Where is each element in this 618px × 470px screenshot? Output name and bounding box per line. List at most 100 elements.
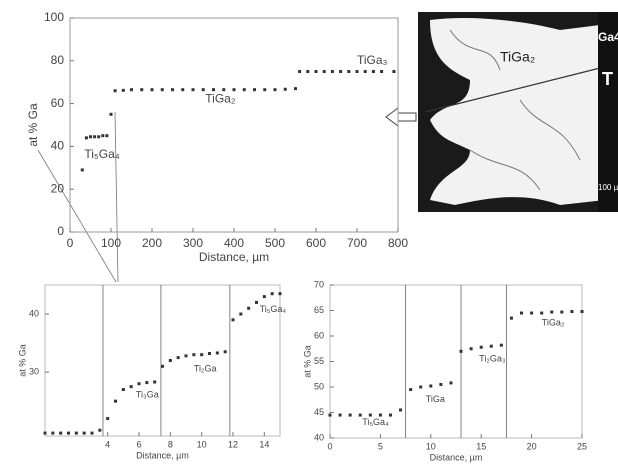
- data-point: [530, 311, 534, 315]
- y-tick-label: 80: [51, 53, 65, 67]
- phase-label: Ti₂Ga₃: [479, 353, 506, 363]
- data-point: [137, 382, 141, 386]
- data-point: [469, 347, 473, 351]
- data-point: [239, 312, 243, 316]
- data-point: [253, 88, 256, 92]
- data-point: [355, 70, 359, 73]
- zoom-line: [37, 149, 117, 283]
- data-point: [82, 431, 86, 435]
- data-point: [59, 431, 63, 435]
- y-tick-label: 65: [314, 305, 324, 315]
- data-point: [499, 343, 503, 347]
- data-point: [489, 344, 493, 348]
- chart: 30 40 4 6 8 10 12 14 at % Ga Distance, µm Ti₃Ga Ti₂…: [17, 284, 287, 460]
- data-point: [520, 311, 524, 315]
- y-tick-label: 60: [314, 330, 324, 340]
- data-point: [150, 88, 154, 92]
- data-point: [283, 87, 287, 91]
- x-tick-label: 0: [67, 236, 74, 250]
- zoom-line: [114, 111, 119, 283]
- data-point: [263, 88, 267, 92]
- data-point: [171, 88, 174, 92]
- phase-label: Ti₂Ga: [194, 364, 217, 374]
- x-tick-label: 12: [228, 439, 238, 449]
- data-point: [114, 399, 117, 403]
- data-point: [479, 345, 483, 349]
- arrow: [385, 107, 417, 127]
- data-point: [208, 352, 211, 356]
- data-point: [330, 70, 334, 73]
- data-point: [314, 70, 318, 73]
- data-point: [429, 384, 433, 388]
- data-point: [97, 135, 101, 139]
- data-point: [294, 87, 297, 91]
- data-point: [184, 354, 188, 358]
- data-point: [140, 88, 144, 92]
- micrograph-label: TiGa₂: [500, 49, 535, 65]
- data-point: [278, 292, 282, 296]
- data-point: [192, 353, 196, 357]
- data-point: [378, 413, 382, 417]
- data-point: [130, 88, 133, 92]
- data-point: [200, 353, 204, 357]
- y-axis-label: at % Ga: [26, 103, 40, 147]
- data-point: [231, 318, 235, 322]
- y-tick-label: 55: [314, 356, 324, 366]
- data-point: [392, 70, 396, 73]
- data-point: [368, 413, 372, 417]
- data-point: [363, 70, 367, 73]
- data-point: [347, 70, 351, 73]
- data-point: [145, 381, 149, 385]
- data-point: [129, 385, 133, 389]
- data-point: [560, 310, 564, 314]
- x-tick-label: 14: [259, 439, 269, 449]
- data-point: [459, 349, 463, 353]
- x-tick-label: 20: [527, 441, 537, 451]
- phase-label: Ti₅Ga₄: [362, 417, 389, 427]
- data-point: [328, 413, 332, 417]
- y-tick-label: 100: [44, 10, 64, 24]
- data-point: [101, 134, 105, 138]
- data-point: [98, 428, 102, 432]
- data-point: [509, 316, 513, 320]
- x-tick-label: 10: [426, 441, 436, 451]
- data-point: [153, 380, 157, 384]
- data-point: [181, 88, 185, 92]
- y-tick-label: 60: [51, 96, 65, 110]
- chart: 40 45 50 55 60 65 70 0 5 10 15 20 25 at % Ga Distance,…: [302, 279, 587, 462]
- phase-label: Ti₃Ga: [136, 390, 159, 400]
- data-point: [338, 413, 342, 417]
- x-tick-label: 700: [347, 236, 367, 250]
- data-point: [176, 356, 180, 360]
- data-point: [89, 135, 92, 139]
- y-tick-label: 0: [57, 224, 64, 238]
- data-point: [223, 350, 227, 354]
- phase-label: Ti₅Ga₄: [260, 304, 287, 314]
- data-point: [570, 310, 574, 314]
- micrograph-label: 100 µm: [598, 183, 618, 192]
- x-tick-label: 800: [388, 236, 408, 250]
- data-point: [550, 310, 554, 314]
- x-tick-label: 0: [327, 441, 332, 451]
- data-point: [121, 388, 125, 392]
- data-point: [215, 351, 219, 355]
- data-point: [113, 89, 117, 93]
- micrograph-cracks: [449, 29, 581, 191]
- x-tick-label: 25: [577, 441, 587, 451]
- y-axis-label: at % Ga: [302, 345, 312, 378]
- data-point: [191, 88, 195, 92]
- x-tick-label: 300: [183, 236, 203, 250]
- phase-label: TiGa₃: [357, 53, 388, 67]
- data-point: [580, 310, 584, 314]
- data-point: [273, 88, 277, 92]
- x-tick-label: 15: [476, 441, 486, 451]
- data-point: [222, 88, 226, 92]
- phase-label: TiGa₂: [205, 91, 236, 105]
- data-point: [80, 168, 84, 172]
- data-point: [449, 381, 453, 385]
- y-tick-label: 40: [29, 308, 39, 318]
- x-tick-label: 6: [136, 439, 141, 449]
- x-tick-label: 8: [168, 439, 173, 449]
- data-point: [298, 70, 302, 73]
- x-axis-label: Distance, µm: [199, 250, 269, 264]
